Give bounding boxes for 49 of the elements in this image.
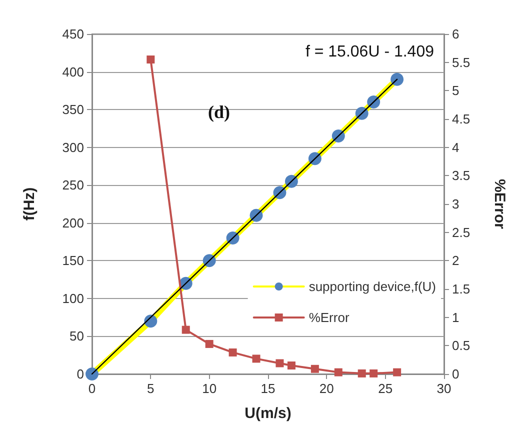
legend-label: supporting device,f(U) [308,279,436,294]
x-tick-label: 5 [147,381,154,396]
y2-tick-label: 0 [452,366,460,382]
point [228,348,237,356]
point [358,369,366,378]
y-tick-label: 200 [62,215,84,230]
legend-label: %Error [308,310,350,325]
x-tick-label: 25 [378,381,393,396]
y2-tick-label: 2.5 [452,224,470,240]
point [182,326,190,334]
point [276,359,284,368]
y2-tick-label: 4.5 [452,112,470,126]
y2-axis-title: %Error [491,178,508,230]
point [252,354,260,363]
y2-tick-label: 0.5 [452,338,470,354]
y-tick-label: 250 [62,178,84,193]
point [370,369,378,378]
point [393,368,402,376]
x-tick-label: 30 [436,381,452,396]
point [310,364,319,373]
y-tick-label: 350 [62,102,84,118]
y2-tick-label: 6 [452,26,460,42]
x-tick-label: 15 [260,381,276,396]
annotation: f = 15.06U - 1.409 [305,44,434,60]
y-tick-label: 150 [62,253,84,268]
y-tick-label: 0 [76,366,84,382]
x-tick-label: 0 [88,381,96,396]
y-tick-label: 100 [62,290,84,306]
x-tick-label: 10 [202,381,217,396]
point [205,340,214,348]
x-tick-label: 20 [319,381,334,396]
annotation: (d) [208,102,230,122]
point [334,368,342,376]
y2-tick-label: 1 [452,310,460,325]
x-axis-title: U(m/s) [244,405,292,422]
y-tick-label: 400 [62,64,84,80]
y2-tick-label: 3.5 [452,168,470,184]
point [287,362,296,370]
y2-tick-label: 3 [452,196,460,212]
y-tick-label: 450 [62,26,84,42]
y-tick-label: 50 [70,328,84,344]
y2-tick-label: 5 [452,83,460,98]
point [146,56,155,64]
y-tick-label: 300 [62,140,84,155]
y2-tick-label: 5.5 [452,54,470,70]
y2-tick-label: 1.5 [452,282,470,296]
y2-tick-label: 4 [452,140,460,155]
y-axis-title: f(Hz) [21,187,38,221]
y2-tick-label: 2 [452,253,460,268]
